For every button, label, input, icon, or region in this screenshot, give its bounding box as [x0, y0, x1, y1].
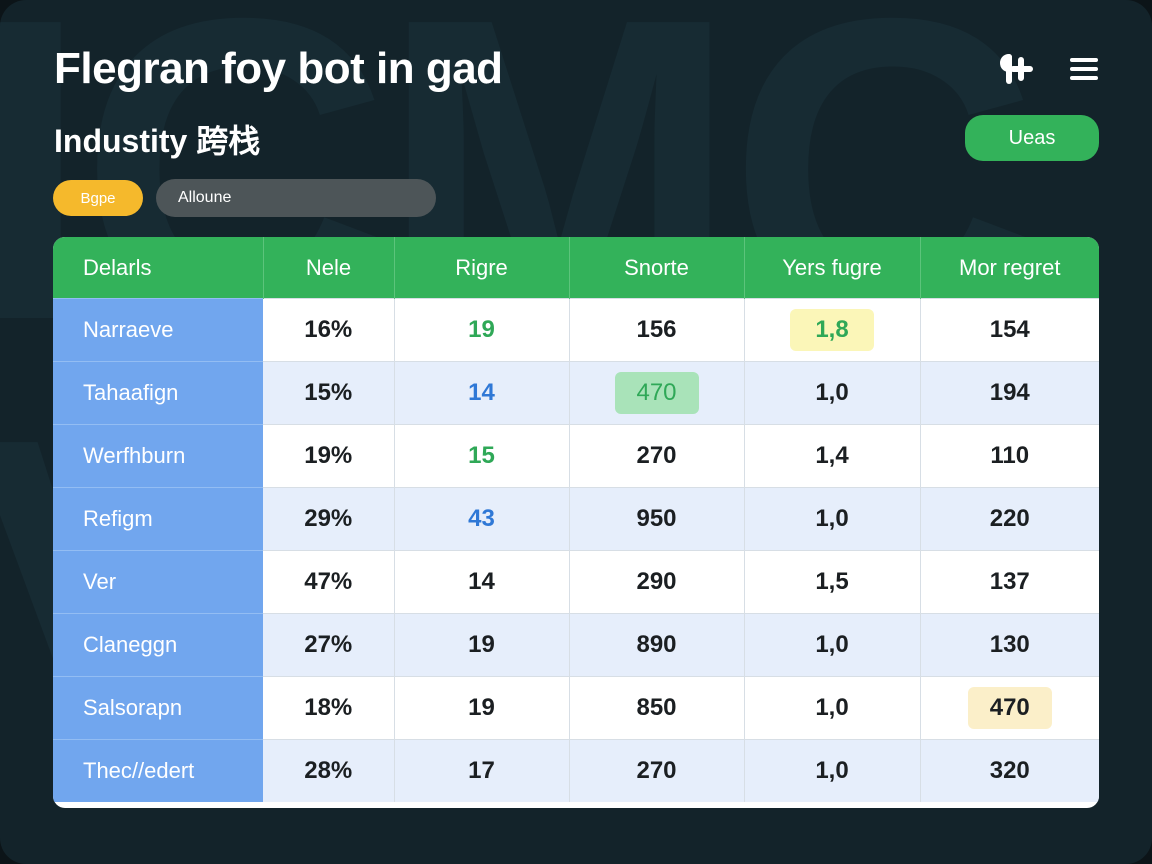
- row-label: Ver: [53, 550, 263, 614]
- table-cell: 320: [920, 739, 1099, 802]
- column-header[interactable]: Yers fugre: [744, 237, 921, 299]
- table-cell: 1,0: [744, 613, 921, 677]
- table-header-row: Delarls Nele Rigre Snorte Yers fugre Mor…: [53, 237, 1099, 299]
- table-cell: 154: [920, 298, 1099, 362]
- table-cell: 156: [569, 298, 745, 362]
- table-row[interactable]: Ver 47% 14 290 1,5 137: [53, 550, 1099, 614]
- table-cell: 29%: [263, 487, 395, 551]
- add-button[interactable]: [996, 50, 1036, 88]
- table-cell: 47%: [263, 550, 395, 614]
- table-cell: 1,8: [744, 298, 921, 362]
- table-row[interactable]: Narraeve 16% 19 156 1,8 154: [53, 298, 1099, 362]
- data-table: Delarls Nele Rigre Snorte Yers fugre Mor…: [53, 237, 1099, 808]
- column-header[interactable]: Rigre: [394, 237, 570, 299]
- table-cell: 1,0: [744, 739, 921, 802]
- table-cell: 850: [569, 676, 745, 740]
- column-header[interactable]: Snorte: [569, 237, 745, 299]
- table-cell: 130: [920, 613, 1099, 677]
- users-button[interactable]: Ueas: [965, 115, 1099, 161]
- table-row[interactable]: Salsorapn 18% 19 850 1,0 470: [53, 676, 1099, 740]
- row-label: Refigm: [53, 487, 263, 551]
- search-input[interactable]: Alloune: [156, 179, 436, 217]
- table-cell: 28%: [263, 739, 395, 802]
- table-cell: 19%: [263, 424, 395, 488]
- table-cell: 470: [920, 676, 1099, 740]
- add-icon: [1000, 54, 1033, 84]
- table-row[interactable]: Thec//edert 28% 17 270 1,0 320: [53, 739, 1099, 802]
- table-row[interactable]: Claneggn 27% 19 890 1,0 130: [53, 613, 1099, 677]
- table-cell: 18%: [263, 676, 395, 740]
- table-row[interactable]: Werfhburn 19% 15 270 1,4 110: [53, 424, 1099, 488]
- table-cell: 15: [394, 424, 570, 488]
- table-cell: 14: [394, 361, 570, 425]
- table-cell: 890: [569, 613, 745, 677]
- table-cell: 14: [394, 550, 570, 614]
- table-cell: 1,4: [744, 424, 921, 488]
- table-cell: 290: [569, 550, 745, 614]
- table-cell: 19: [394, 676, 570, 740]
- table-cell: 470: [569, 361, 745, 425]
- column-header[interactable]: Delarls: [53, 237, 264, 299]
- page-title: Flegran foy bot in gad: [54, 44, 503, 93]
- table-cell: 270: [569, 739, 745, 802]
- table-cell: 27%: [263, 613, 395, 677]
- table-cell: 1,0: [744, 361, 921, 425]
- table-cell: 17: [394, 739, 570, 802]
- highlighted-value: 1,8: [790, 309, 874, 351]
- row-label: Claneggn: [53, 613, 263, 677]
- menu-icon: [1070, 58, 1098, 80]
- table-cell: 19: [394, 298, 570, 362]
- column-header[interactable]: Mor regret: [920, 237, 1099, 299]
- table-cell: 43: [394, 487, 570, 551]
- table-cell: 1,0: [744, 676, 921, 740]
- table-cell: 220: [920, 487, 1099, 551]
- table-row[interactable]: Tahaafign 15% 14 470 1,0 194: [53, 361, 1099, 425]
- table-cell: 1,0: [744, 487, 921, 551]
- table-cell: 137: [920, 550, 1099, 614]
- highlighted-value: 470: [967, 687, 1052, 729]
- page-subtitle: Industity 跨栈: [54, 123, 261, 159]
- row-label: Narraeve: [53, 298, 263, 362]
- table-cell: 110: [920, 424, 1099, 488]
- table-cell: 1,5: [744, 550, 921, 614]
- table-row[interactable]: Refigm 29% 43 950 1,0 220: [53, 487, 1099, 551]
- table-cell: 194: [920, 361, 1099, 425]
- row-label: Werfhburn: [53, 424, 263, 488]
- column-header[interactable]: Nele: [263, 237, 395, 299]
- menu-button[interactable]: [1064, 50, 1104, 88]
- row-label: Thec//edert: [53, 739, 263, 802]
- table-cell: 16%: [263, 298, 395, 362]
- table-cell: 270: [569, 424, 745, 488]
- table-cell: 19: [394, 613, 570, 677]
- highlighted-value: 470: [614, 372, 699, 414]
- row-label: Tahaafign: [53, 361, 263, 425]
- table-cell: 15%: [263, 361, 395, 425]
- filter-tag[interactable]: Bgpe: [53, 180, 143, 216]
- row-label: Salsorapn: [53, 676, 263, 740]
- table-cell: 950: [569, 487, 745, 551]
